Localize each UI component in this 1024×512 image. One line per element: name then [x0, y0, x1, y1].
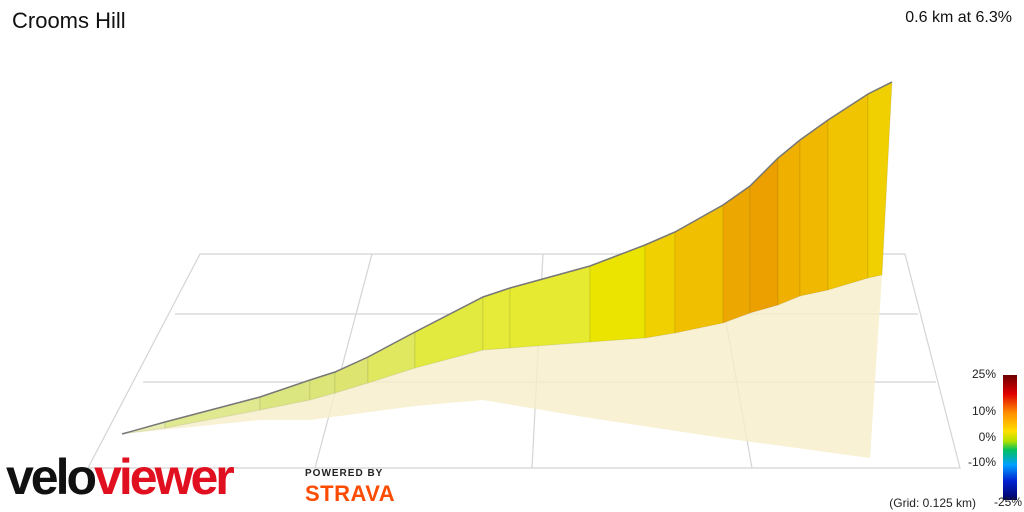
powered-by: POWERED BY	[305, 468, 384, 479]
legend-tick: 25%	[972, 367, 996, 381]
profile-reflection	[122, 275, 882, 458]
grid-line	[314, 253, 373, 469]
legend-tick: -10%	[968, 455, 996, 469]
profile-face	[722, 185, 751, 324]
grid-note: (Grid: 0.125 km)	[889, 496, 976, 510]
profile-face	[827, 93, 869, 291]
segment-summary: 0.6 km at 6.3%	[905, 9, 1012, 26]
profile-face	[589, 244, 646, 343]
profile-face	[674, 204, 724, 334]
legend-tick: -25%	[994, 495, 1022, 509]
strava-logo[interactable]: STRAVA	[305, 481, 396, 506]
veloviewer-logo[interactable]: veloviewer	[6, 448, 235, 506]
profile-face	[644, 231, 676, 339]
gradient-colorbar	[1003, 375, 1017, 500]
logo-part: velo	[6, 449, 97, 505]
profile-ridge	[121, 81, 893, 435]
profile-face	[867, 81, 893, 279]
profile-face	[777, 138, 801, 306]
logo-part: viewer	[94, 449, 235, 505]
elevation-profile	[121, 81, 893, 458]
profile-face	[482, 287, 511, 351]
legend-tick: 10%	[972, 404, 996, 418]
legend-tick: 0%	[979, 430, 997, 444]
segment-title: Crooms Hill	[12, 8, 126, 33]
profile-face	[799, 119, 829, 297]
profile-face	[509, 265, 591, 349]
